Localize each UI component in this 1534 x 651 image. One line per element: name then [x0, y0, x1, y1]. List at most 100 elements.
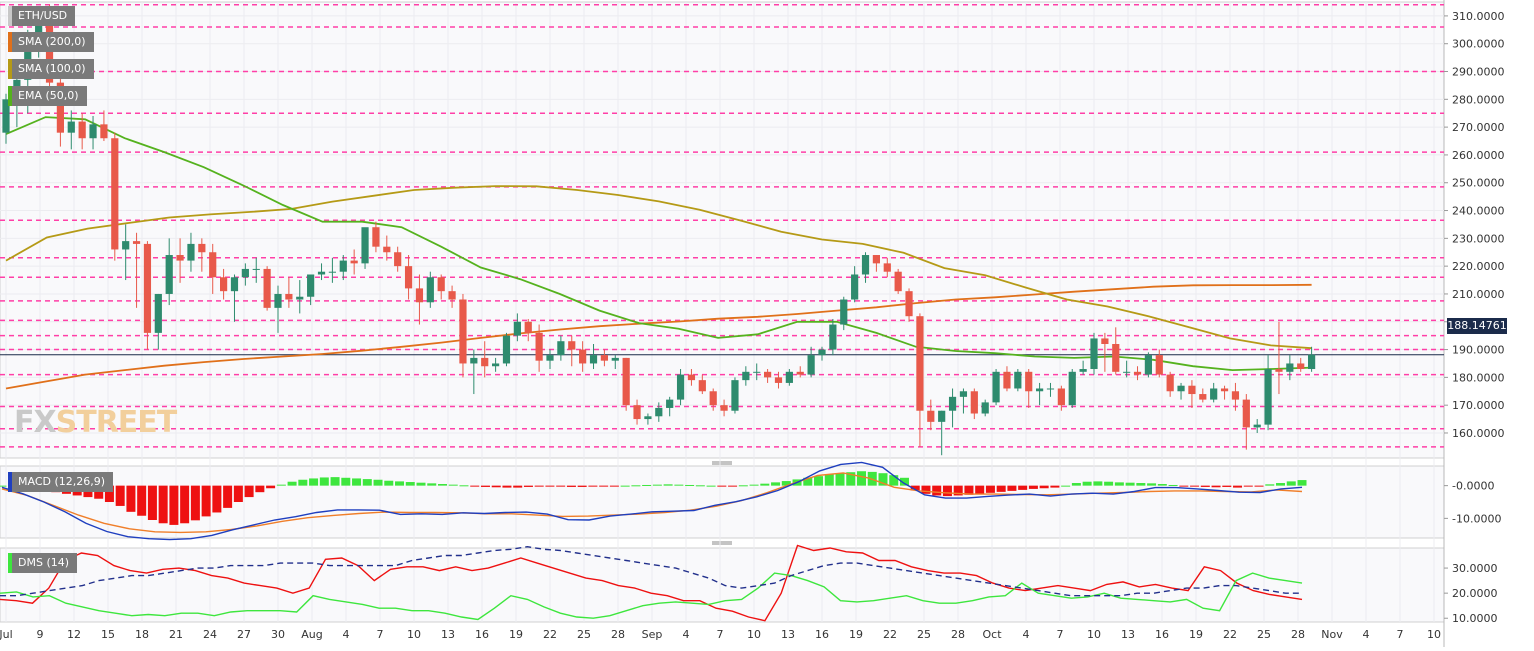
candle-body	[927, 410, 935, 422]
macd-histogram-bar	[857, 471, 867, 486]
candle-body	[535, 332, 543, 361]
legend-dms[interactable]: DMS (14)	[8, 553, 78, 573]
macd-histogram-bar	[996, 485, 1006, 492]
macd-histogram-bar	[1007, 485, 1017, 491]
x-tick-label: 19	[1189, 628, 1203, 641]
candle-body	[644, 416, 652, 420]
candle-body	[611, 357, 619, 361]
x-tick-label: 16	[1155, 628, 1169, 641]
dms-adx-line	[0, 545, 1302, 597]
candle-body	[1014, 371, 1022, 389]
legend-swatch	[8, 472, 12, 492]
x-tick-label: 25	[1257, 628, 1271, 641]
macd-histogram-bar	[599, 485, 609, 487]
candle-body	[807, 355, 815, 375]
macd-histogram-bar	[738, 485, 748, 487]
legend-price[interactable]: ETH/USD	[8, 6, 76, 26]
x-tick-label: 4	[1023, 628, 1030, 641]
candle-body	[404, 266, 413, 289]
y-tick-label: 270.0000	[1452, 121, 1505, 134]
macd-histogram-bar	[266, 485, 276, 489]
candle-body	[1090, 338, 1098, 370]
macd-histogram-bar	[1071, 483, 1081, 486]
x-tick-label: 16	[815, 628, 829, 641]
candle-body	[1036, 388, 1044, 392]
macd-histogram-bar	[416, 482, 426, 486]
candle-body	[840, 299, 848, 325]
macd-histogram-bar	[341, 477, 351, 486]
legend-macd[interactable]: MACD (12,26,9)	[8, 472, 114, 492]
candle-body	[1003, 371, 1011, 389]
macd-histogram-bar	[975, 485, 985, 494]
candle-body	[209, 252, 217, 278]
macd-histogram-bar	[104, 485, 114, 502]
y-tick-label: 260.0000	[1452, 149, 1505, 162]
legend-sma200[interactable]: SMA (200,0)	[8, 32, 94, 52]
macd-histogram-bar	[803, 477, 813, 486]
candle-body	[698, 380, 706, 392]
candle-body	[67, 121, 75, 133]
candle-body	[317, 271, 326, 275]
macd-histogram-bar	[362, 479, 372, 486]
candle-body	[948, 396, 957, 411]
macd-histogram-bar	[1233, 485, 1243, 488]
legend-ema50[interactable]: EMA (50,0)	[8, 86, 87, 106]
x-tick-label: 10	[747, 628, 761, 641]
y-tick-label: 310.0000	[1452, 10, 1505, 23]
macd-histogram-bar	[223, 485, 233, 508]
macd-histogram-bar	[835, 473, 845, 486]
macd-histogram-bar	[706, 485, 716, 487]
candle-body	[165, 255, 173, 294]
x-tick-label: 18	[135, 628, 149, 641]
x-tick-label: 9	[37, 628, 44, 641]
y-tick-label: 240.0000	[1452, 205, 1505, 218]
candle-body	[970, 391, 978, 414]
candle-body	[111, 138, 119, 250]
x-tick-label: 10	[1427, 628, 1441, 641]
macd-histogram-bar	[169, 485, 179, 525]
x-tick-label: 28	[611, 628, 625, 641]
x-tick-label: 13	[441, 628, 455, 641]
legend-swatch	[8, 86, 12, 106]
macd-histogram-bar	[1286, 481, 1296, 486]
macd-histogram-bar	[609, 485, 619, 487]
legend-swatch	[8, 6, 12, 26]
candle-body	[676, 374, 685, 400]
candle-body	[426, 277, 434, 303]
x-tick-label: 10	[1087, 628, 1101, 641]
legend-sma100[interactable]: SMA (100,0)	[8, 59, 94, 79]
macd-histogram-bar	[180, 485, 190, 524]
candle-body	[524, 321, 532, 333]
candle-body	[1220, 388, 1229, 392]
x-tick-label: Sep	[642, 628, 663, 641]
x-tick-label: 19	[849, 628, 863, 641]
candle-body	[372, 227, 380, 247]
candle-body	[579, 349, 587, 364]
macd-histogram-bar	[330, 477, 340, 486]
candle-body	[546, 355, 554, 361]
x-tick-label: 15	[101, 628, 115, 641]
macd-histogram-bar	[405, 482, 415, 486]
candle-body	[916, 316, 924, 411]
candle-body	[1123, 371, 1131, 373]
y-tick-label: 10.0000	[1452, 612, 1498, 625]
candle-body	[296, 296, 304, 300]
candle-body	[394, 252, 402, 267]
macd-histogram-bar	[942, 485, 952, 497]
candle-body	[1177, 385, 1185, 392]
x-tick-label: 21	[169, 628, 183, 641]
macd-histogram-bar	[1136, 483, 1146, 486]
x-tick-label: 7	[377, 628, 384, 641]
macd-histogram-bar	[1157, 484, 1167, 486]
y-tick-label: 210.0000	[1452, 288, 1505, 301]
macd-histogram-bar	[502, 485, 512, 488]
macd-histogram-bar	[814, 476, 824, 486]
macd-histogram-bar	[1125, 482, 1135, 486]
x-tick-label: 7	[717, 628, 724, 641]
macd-histogram-bar	[771, 482, 781, 486]
x-tick-label: 13	[781, 628, 795, 641]
macd-histogram-bar	[1243, 485, 1253, 487]
y-tick-label: 290.0000	[1452, 66, 1505, 79]
candle-body	[143, 243, 152, 333]
